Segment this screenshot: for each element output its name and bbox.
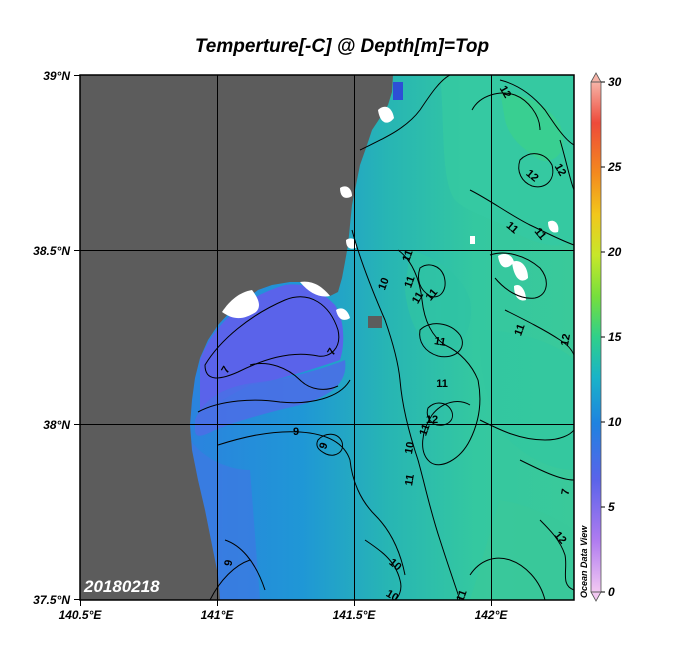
colorbar-tick-label: 0 bbox=[608, 585, 615, 599]
contour-label: 11 bbox=[402, 274, 417, 289]
contour-label: 10 bbox=[403, 441, 417, 455]
colorbar: 30 25 20 15 10 5 0 bbox=[590, 72, 622, 602]
lon-label: 140.5°E bbox=[59, 608, 103, 622]
contour-label: 11 bbox=[403, 473, 417, 487]
no-data-patch bbox=[340, 186, 352, 198]
colorbar-ticks: 30 25 20 15 10 5 0 bbox=[601, 75, 622, 599]
contour-label: 11 bbox=[417, 422, 432, 437]
lon-label: 141.5°E bbox=[333, 608, 377, 622]
no-data-patch bbox=[378, 106, 394, 123]
contour-label: 10 bbox=[384, 588, 401, 605]
contour-label: 7 bbox=[560, 488, 573, 496]
colorbar-gradient bbox=[591, 82, 601, 592]
lat-label: 38°N bbox=[43, 418, 70, 432]
warm-water-patch bbox=[500, 90, 564, 161]
warm-water-patch bbox=[470, 500, 574, 600]
no-data-patch bbox=[336, 308, 350, 320]
colorbar-tick-label: 10 bbox=[608, 415, 622, 429]
lat-label: 39°N bbox=[43, 69, 70, 83]
contour-lines bbox=[197, 75, 574, 600]
no-data-patch bbox=[498, 254, 514, 268]
contour-label: 11 bbox=[512, 322, 527, 337]
lon-label: 142°E bbox=[475, 608, 509, 622]
island bbox=[393, 82, 403, 100]
no-data-patch bbox=[346, 238, 357, 249]
contour-label: 12 bbox=[497, 84, 514, 101]
no-data-patch bbox=[548, 220, 559, 233]
contour-label: 9 bbox=[317, 441, 330, 451]
colorbar-tick-label: 30 bbox=[608, 75, 622, 89]
odv-watermark: Ocean Data View bbox=[579, 525, 589, 598]
colorbar-tick-label: 20 bbox=[607, 245, 622, 259]
no-data-patch bbox=[470, 236, 475, 244]
map-title: Temperture[-C] @ Depth[m]=Top bbox=[194, 36, 490, 57]
contour-label: 11 bbox=[410, 290, 426, 306]
no-data-patch bbox=[512, 260, 528, 281]
colorbar-top-arrow bbox=[590, 72, 602, 83]
contour-label: 7 bbox=[325, 346, 338, 357]
contour-label: 11 bbox=[400, 248, 415, 263]
cold-water-bay bbox=[195, 360, 346, 436]
warm-water-patch bbox=[479, 330, 574, 470]
contour-label: 12 bbox=[426, 414, 438, 426]
contour-label: 10 bbox=[376, 276, 391, 292]
no-data-patch bbox=[514, 284, 526, 301]
graticule bbox=[80, 75, 574, 600]
colorbar-tick-label: 5 bbox=[608, 500, 615, 514]
contour-label: 12 bbox=[552, 162, 569, 179]
lat-label: 37.5°N bbox=[33, 593, 70, 607]
contour-label: 11 bbox=[436, 378, 448, 390]
colorbar-tick-label: 15 bbox=[608, 330, 622, 344]
axis-ticks bbox=[74, 75, 492, 606]
contour-label: 11 bbox=[454, 588, 469, 603]
colorbar-tick-label: 25 bbox=[607, 160, 622, 174]
contour-label: 12 bbox=[559, 333, 573, 347]
contour-label: 7 bbox=[219, 364, 232, 375]
lon-label: 141°E bbox=[201, 608, 235, 622]
date-stamp: 20180218 bbox=[83, 577, 160, 596]
cold-water-coast bbox=[190, 440, 260, 600]
no-data-patch bbox=[300, 281, 330, 297]
contour-label: 11 bbox=[433, 335, 447, 349]
contour-label: 9 bbox=[223, 559, 236, 567]
lat-label: 38.5°N bbox=[33, 244, 70, 258]
contour-label: 9 bbox=[293, 426, 299, 438]
island bbox=[368, 316, 382, 328]
land-mass bbox=[80, 75, 393, 600]
colorbar-bottom-arrow bbox=[590, 591, 602, 602]
map-frame bbox=[79, 74, 575, 601]
no-data-patch bbox=[222, 290, 259, 319]
